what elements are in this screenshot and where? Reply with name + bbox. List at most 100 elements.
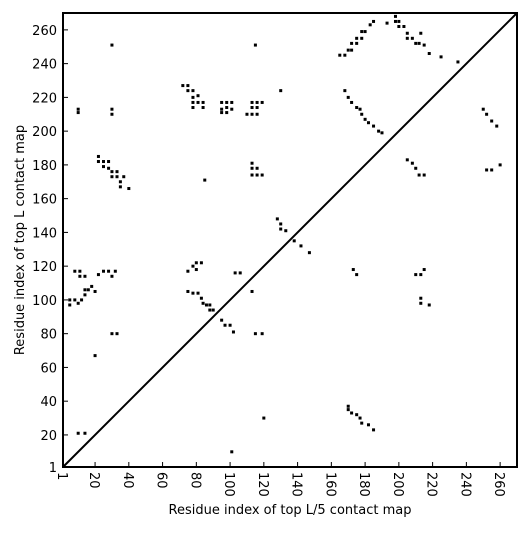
contact-point xyxy=(495,124,499,128)
y-tick-label: 240 xyxy=(32,58,57,73)
contact-point xyxy=(194,268,198,272)
contact-point xyxy=(186,289,190,293)
y-tick-label: 260 xyxy=(32,24,57,39)
contact-point xyxy=(231,330,235,334)
contact-point xyxy=(107,166,111,170)
contact-point xyxy=(228,323,232,327)
contact-point xyxy=(115,170,119,174)
contact-point xyxy=(253,43,257,47)
contact-point xyxy=(208,308,212,312)
contact-point xyxy=(194,261,198,265)
y-tick-label: 40 xyxy=(40,395,57,410)
contact-point xyxy=(127,187,131,191)
y-tick-label: 60 xyxy=(40,361,57,376)
contact-point xyxy=(360,30,364,34)
contact-point xyxy=(110,170,114,174)
contact-point xyxy=(377,129,381,133)
contact-point xyxy=(355,41,359,45)
x-tick-label: 140 xyxy=(289,472,304,497)
y-tick-label: 140 xyxy=(32,226,57,241)
contact-point xyxy=(76,301,80,305)
contact-point xyxy=(203,178,207,182)
x-tick-label: 40 xyxy=(120,472,135,489)
contact-point xyxy=(307,251,311,255)
contact-point xyxy=(220,107,224,111)
contact-point xyxy=(110,107,114,111)
contact-point xyxy=(260,332,264,336)
contact-point xyxy=(93,354,97,358)
x-axis-label: Residue index of top L/5 contact map xyxy=(169,503,412,518)
contact-point xyxy=(279,222,283,226)
contact-point xyxy=(414,166,418,170)
contact-point xyxy=(498,163,502,167)
contact-point xyxy=(107,160,111,164)
contact-point xyxy=(414,273,418,277)
contact-point xyxy=(350,48,354,52)
contact-point xyxy=(238,271,242,275)
contact-point xyxy=(250,112,254,116)
contact-point xyxy=(372,428,376,432)
contact-point xyxy=(346,404,350,408)
contact-point xyxy=(208,303,212,307)
contact-point xyxy=(83,288,87,292)
contact-point xyxy=(419,301,423,305)
contact-point xyxy=(220,100,224,104)
contact-point xyxy=(204,303,208,307)
x-tick-label: 180 xyxy=(356,472,371,497)
contact-point xyxy=(355,413,359,417)
contact-point xyxy=(358,416,362,420)
contact-point xyxy=(255,112,259,116)
contact-point xyxy=(279,227,283,231)
contact-point xyxy=(102,165,106,169)
contact-point xyxy=(417,41,421,45)
contact-point xyxy=(68,303,72,307)
contact-point xyxy=(255,173,259,177)
contact-point xyxy=(372,124,376,128)
contact-point xyxy=(485,112,489,116)
contact-point xyxy=(102,160,106,164)
contact-point xyxy=(260,173,264,177)
contact-point xyxy=(76,431,80,435)
contact-point xyxy=(115,175,119,179)
contact-point xyxy=(427,52,431,56)
contact-point xyxy=(191,95,195,99)
contact-point xyxy=(196,291,200,295)
contact-point xyxy=(102,269,106,273)
contact-point xyxy=(211,308,215,312)
contact-point xyxy=(78,269,82,273)
contact-point xyxy=(366,423,370,427)
contact-point xyxy=(201,100,205,104)
contact-point xyxy=(368,23,372,27)
contact-point xyxy=(78,274,82,278)
contact-point xyxy=(118,185,122,189)
contact-point xyxy=(419,273,423,277)
y-tick-label: 200 xyxy=(32,125,57,140)
contact-point xyxy=(199,296,203,300)
contact-point xyxy=(402,25,406,29)
contact-point xyxy=(397,19,401,23)
contact-point xyxy=(225,106,229,110)
contact-point xyxy=(80,298,84,302)
contact-point xyxy=(439,55,443,59)
contact-point xyxy=(299,244,303,248)
x-tick-label: 160 xyxy=(322,472,337,497)
x-tick-label: 20 xyxy=(86,472,101,489)
x-tick-label: 220 xyxy=(424,472,439,497)
contact-point xyxy=(410,36,414,40)
contact-point xyxy=(260,100,264,104)
contact-point xyxy=(360,421,364,425)
contact-point xyxy=(191,291,195,295)
contact-point xyxy=(427,303,431,307)
contact-point xyxy=(405,158,409,162)
contact-point xyxy=(107,269,111,273)
contact-point xyxy=(346,95,350,99)
contact-point xyxy=(245,112,249,116)
contact-point xyxy=(363,117,367,121)
contact-point xyxy=(199,261,203,265)
x-tick-label: 260 xyxy=(491,472,506,497)
contact-point xyxy=(113,269,117,273)
contact-point xyxy=(346,408,350,412)
contact-point xyxy=(490,119,494,123)
contact-point xyxy=(191,100,195,104)
contact-point xyxy=(110,112,114,116)
